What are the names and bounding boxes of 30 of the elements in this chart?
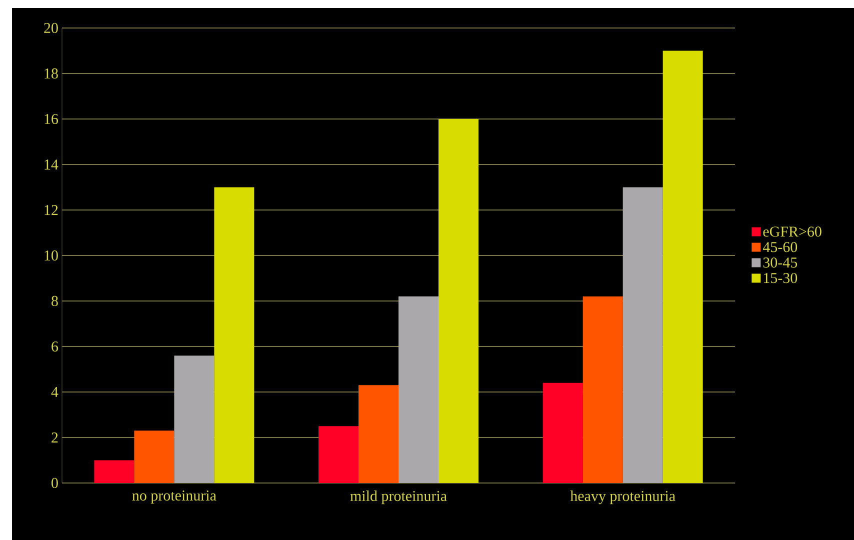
y-tick-label: 20 — [44, 22, 58, 34]
bar — [134, 430, 174, 483]
bar — [174, 356, 214, 483]
legend-label: eGFR>60 — [763, 226, 822, 237]
bar — [662, 50, 703, 483]
y-tick-label: 14 — [44, 160, 58, 170]
bar — [398, 296, 439, 483]
y-tick-label: 12 — [44, 205, 58, 215]
y-tick-label: 10 — [44, 250, 58, 261]
bar — [318, 426, 359, 483]
y-tick-label: 2 — [52, 432, 58, 442]
legend-label: 30-45 — [763, 257, 798, 268]
bar — [438, 118, 479, 483]
y-tick-label: 4 — [51, 387, 58, 397]
bar — [358, 385, 399, 483]
legend-label: 15-30 — [764, 272, 798, 284]
bar — [542, 382, 583, 483]
y-tick-label: 16 — [44, 114, 58, 124]
y-tick-label: 8 — [52, 296, 58, 306]
legend-label: 45-60 — [762, 242, 798, 252]
y-tick-label: 0 — [52, 478, 58, 488]
x-tick-label: no proteinuria — [132, 490, 216, 504]
x-tick-label: heavy proteinuria — [570, 490, 676, 504]
bar — [214, 187, 254, 483]
y-tick-label: 6 — [52, 341, 58, 352]
bar — [94, 460, 134, 483]
y-tick-label: 18 — [44, 68, 58, 79]
x-tick-label: mild proteinuria — [350, 490, 447, 504]
bar — [582, 296, 623, 483]
bar — [622, 187, 663, 483]
